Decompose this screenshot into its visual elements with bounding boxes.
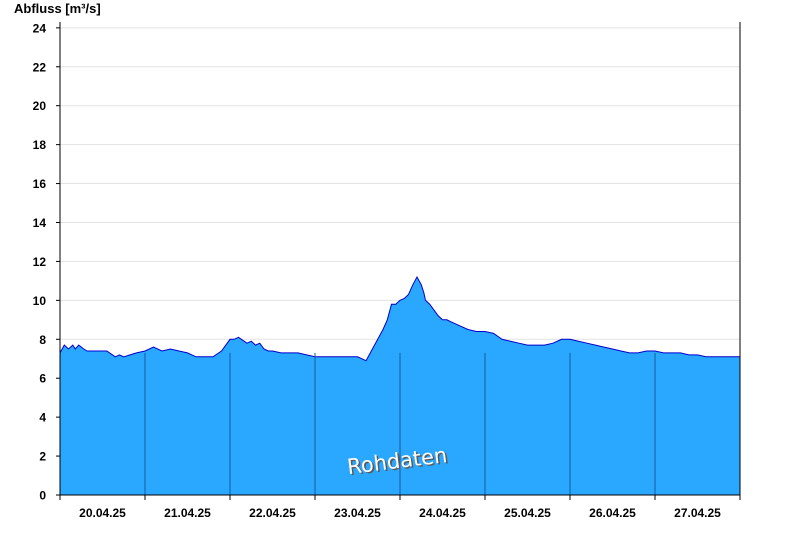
y-tick-label: 16 [33, 177, 47, 191]
y-tick-label: 12 [33, 255, 47, 269]
x-tick-label: 26.04.25 [589, 506, 636, 520]
y-tick-label: 10 [33, 294, 47, 308]
x-tick-label: 21.04.25 [164, 506, 211, 520]
y-axis-title: Abfluss [m³/s] [14, 1, 101, 16]
y-tick-label: 2 [39, 450, 46, 464]
y-tick-label: 14 [33, 216, 47, 230]
y-tick-label: 0 [39, 489, 46, 503]
x-tick-label: 22.04.25 [249, 506, 296, 520]
y-tick-label: 4 [39, 411, 46, 425]
discharge-line [59, 275, 740, 362]
x-tick-label: 25.04.25 [504, 506, 551, 520]
x-tick-label: 20.04.25 [79, 506, 126, 520]
x-tick-label: 23.04.25 [334, 506, 381, 520]
x-tick-label: 27.04.25 [674, 506, 721, 520]
y-tick-label: 6 [39, 372, 46, 386]
y-tick-label: 20 [33, 99, 47, 113]
y-tick-label: 24 [33, 21, 47, 35]
y-tick-label: 18 [33, 138, 47, 152]
x-ticks: 20.04.25 21.04.25 22.04.25 23.04.25 24.04.25… [59, 495, 741, 520]
day-dividers [144, 352, 656, 495]
y-tick-label: 22 [33, 60, 47, 74]
y-tick-label: 8 [39, 333, 46, 347]
x-tick-label: 24.04.25 [419, 506, 466, 520]
